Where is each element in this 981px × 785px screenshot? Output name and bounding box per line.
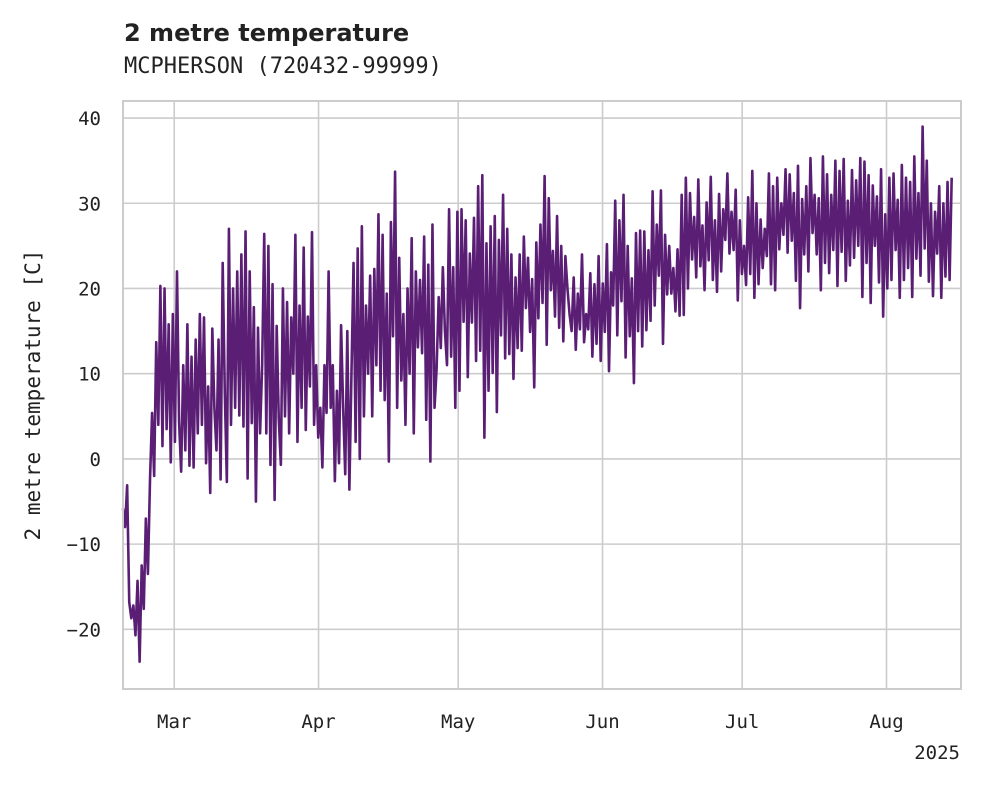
x-tick-label: Aug — [869, 711, 903, 733]
y-tick-label: 30 — [78, 193, 101, 215]
y-tick-label: 0 — [90, 449, 101, 471]
y-tick-label: 10 — [78, 364, 101, 386]
plot-frame — [122, 100, 962, 690]
temperature-series-line — [121, 125, 953, 664]
x-tick-label: May — [441, 711, 475, 733]
y-axis-label: 2 metre temperature [C] — [21, 250, 45, 541]
chart-subtitle: MCPHERSON (720432-99999) — [124, 54, 442, 79]
y-tick-label: 40 — [78, 108, 101, 130]
x-tick-labels: Mar Apr May Jun Jul Aug — [157, 711, 904, 733]
y-tick-labels: −20 −10 0 10 20 30 40 — [67, 108, 101, 641]
x-tick-label: Apr — [301, 711, 335, 733]
chart-title: 2 metre temperature — [124, 19, 409, 47]
x-tick-label: Mar — [157, 711, 191, 733]
x-tick-label: Jun — [585, 711, 619, 733]
y-tick-label: 20 — [78, 278, 101, 300]
y-tick-label: −10 — [67, 534, 101, 556]
x-tick-label: Jul — [725, 711, 759, 733]
x-axis-year-label: 2025 — [914, 742, 960, 764]
y-tick-label: −20 — [67, 619, 101, 641]
